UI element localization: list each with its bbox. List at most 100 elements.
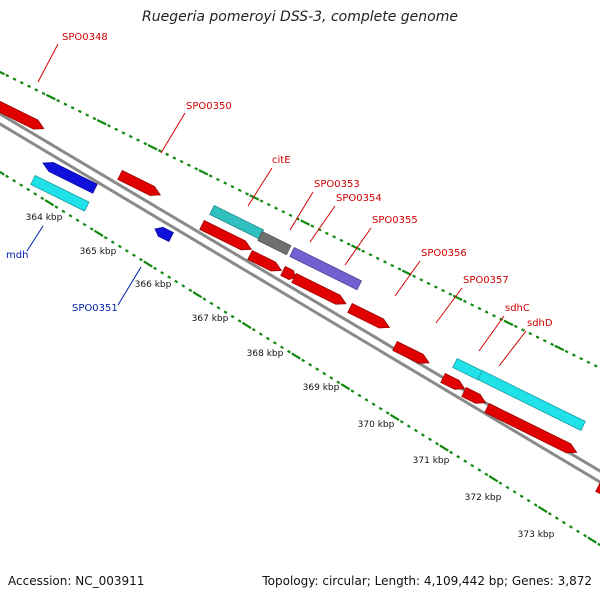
- scale-minor-tick: [426, 281, 431, 286]
- scale-minor-tick: [310, 224, 315, 228]
- gene-SPO0356: [392, 340, 430, 364]
- scale-minor-tick: [186, 163, 191, 167]
- backbone-inner-line: [0, 122, 600, 484]
- cds-cyan-bar-1: [452, 357, 483, 381]
- scale-minor-tick: [339, 238, 344, 243]
- scale-minor-tick: [378, 406, 383, 411]
- gene-SPO0354-shape: [291, 272, 347, 305]
- label-leader-SPO0357: [435, 287, 463, 324]
- gene-label-citE: citE: [272, 155, 291, 166]
- scale-minor-tick: [181, 284, 186, 288]
- scale-major-tick: [300, 219, 311, 226]
- scale-minor-tick: [34, 88, 39, 92]
- scale-minor-tick: [75, 218, 80, 222]
- scale-minor-tick: [188, 288, 193, 293]
- scale-major-tick: [554, 344, 565, 352]
- scale-minor-tick: [526, 498, 531, 503]
- gene-label-SPO0351: SPO0351: [72, 303, 118, 314]
- scale-minor-tick: [139, 257, 143, 262]
- scale-minor-tick: [569, 525, 573, 529]
- scale-minor-tick: [512, 490, 517, 494]
- scale-minor-tick: [586, 360, 591, 364]
- scale-minor-tick: [266, 202, 271, 207]
- scale-minor-tick: [413, 428, 418, 433]
- scale-minor-tick: [428, 437, 432, 442]
- label-leader-SPO0353: [289, 191, 314, 231]
- gene-SPO0351: [154, 226, 174, 242]
- scale-minor-tick: [259, 199, 264, 203]
- scale-minor-tick: [12, 77, 17, 81]
- scale-label: 365 kbp: [80, 247, 117, 257]
- scale-minor-tick: [361, 249, 366, 253]
- genome-summary-label: Topology: circular; Length: 4,109,442 bp…: [262, 574, 592, 588]
- scale-minor-tick: [399, 419, 404, 424]
- scale-minor-tick: [19, 81, 24, 85]
- scale-minor-tick: [237, 188, 242, 192]
- gene-sdhD-shape: [484, 402, 578, 454]
- scale-minor-tick: [26, 187, 31, 192]
- scale-minor-tick: [564, 349, 569, 354]
- scale-minor-tick: [272, 341, 277, 345]
- scale-label: 368 kbp: [247, 349, 284, 359]
- scale-minor-tick: [19, 183, 24, 187]
- scale-minor-tick: [579, 356, 584, 361]
- cds-cyan-bar-2: [477, 369, 586, 431]
- upper-scale-track: [0, 70, 598, 368]
- scale-minor-tick: [5, 174, 9, 179]
- scale-minor-tick: [208, 174, 213, 178]
- gene-mdh-cds: [30, 174, 90, 212]
- gene-label-sdhD: sdhD: [527, 318, 553, 329]
- scale-minor-tick: [308, 363, 313, 367]
- scale-minor-tick: [153, 266, 158, 271]
- scale-major-tick: [452, 294, 463, 301]
- gene-SPO0353b: [280, 265, 297, 280]
- scale-major-tick: [93, 229, 104, 237]
- scale-minor-tick: [265, 336, 270, 341]
- gene-sdhD: [484, 402, 578, 454]
- gene-sdhC-shape: [461, 386, 487, 404]
- scale-minor-tick: [390, 263, 395, 268]
- scale-minor-tick: [484, 472, 489, 477]
- scale-minor-tick: [209, 301, 214, 306]
- scale-minor-tick: [77, 109, 82, 114]
- scale-minor-tick: [571, 353, 576, 357]
- scale-minor-tick: [202, 297, 207, 301]
- scale-label: 370 kbp: [358, 420, 395, 430]
- gene-partial-right: [595, 481, 600, 495]
- scale-minor-tick: [441, 288, 446, 293]
- scale-minor-tick: [477, 468, 482, 472]
- scale-minor-tick: [40, 196, 45, 201]
- scale-major-tick: [44, 199, 55, 207]
- scale-minor-tick: [397, 267, 402, 271]
- gene-SPO0350: [117, 169, 162, 196]
- scale-minor-tick: [521, 328, 525, 332]
- scale-minor-tick: [89, 227, 94, 231]
- scale-label: 372 kbp: [465, 493, 502, 503]
- scale-major-tick: [350, 244, 361, 251]
- scale-minor-tick: [519, 494, 524, 499]
- scale-major-tick: [537, 505, 548, 513]
- scale-minor-tick: [554, 516, 559, 520]
- scale-minor-tick: [121, 131, 126, 135]
- scale-minor-tick: [322, 371, 327, 376]
- gene-citE: [199, 219, 253, 251]
- gene-SPO0353: [247, 249, 283, 272]
- scale-minor-tick: [533, 503, 538, 507]
- scale-minor-tick: [456, 455, 461, 459]
- scale-minor-tick: [315, 367, 320, 371]
- scale-minor-tick: [477, 306, 482, 311]
- scale-minor-tick: [216, 306, 221, 310]
- scale-minor-tick: [194, 167, 199, 171]
- label-leader-sdhC: [478, 315, 505, 352]
- scale-minor-tick: [230, 314, 235, 319]
- scale-major-tick: [439, 444, 449, 452]
- scale-minor-tick: [124, 249, 129, 253]
- scale-minor-tick: [420, 433, 425, 437]
- scale-major-tick: [488, 475, 499, 483]
- scale-minor-tick: [245, 192, 249, 196]
- scale-minor-tick: [406, 424, 411, 428]
- gene-label-mdh: mdh: [6, 250, 28, 261]
- scale-minor-tick: [56, 98, 61, 103]
- scale-minor-tick: [172, 156, 177, 160]
